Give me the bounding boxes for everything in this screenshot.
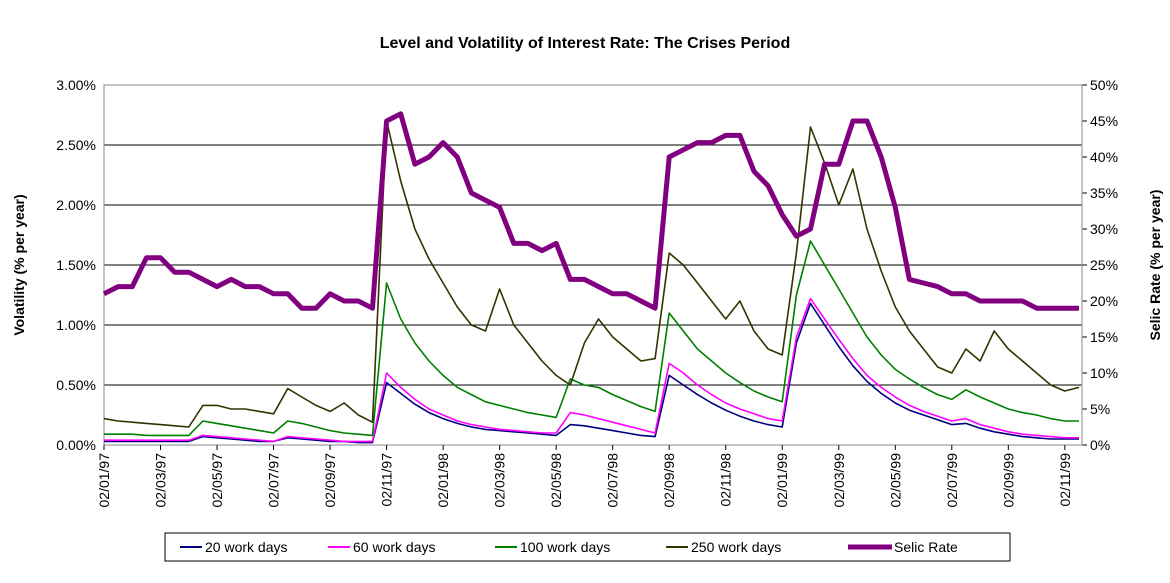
chart-title: Level and Volatility of Interest Rate: T…	[380, 35, 790, 52]
y-tick-label: 0.00%	[56, 437, 96, 453]
y2-tick-label: 25%	[1090, 257, 1118, 273]
y2-tick-label: 0%	[1090, 437, 1110, 453]
y2-tick-label: 35%	[1090, 185, 1118, 201]
legend-label: 250 work days	[691, 539, 781, 555]
x-tick-label: 02/03/99	[831, 453, 847, 508]
y2-tick-label: 45%	[1090, 113, 1118, 129]
y-tick-label: 1.50%	[56, 257, 96, 273]
y2-tick-label: 5%	[1090, 401, 1110, 417]
y-tick-label: 1.00%	[56, 317, 96, 333]
x-tick-label: 02/03/97	[153, 453, 169, 508]
y-tick-label: 0.50%	[56, 377, 96, 393]
x-tick-label: 02/05/99	[887, 453, 903, 508]
x-tick-label: 02/07/98	[605, 453, 621, 508]
x-tick-label: 02/07/99	[944, 453, 960, 508]
y2-tick-label: 50%	[1090, 77, 1118, 93]
series-line	[104, 302, 1079, 444]
series-line	[104, 240, 1079, 437]
y-tick-label: 2.50%	[56, 137, 96, 153]
y-tick-label: 2.00%	[56, 197, 96, 213]
x-tick-label: 02/11/99	[1057, 453, 1073, 507]
x-tick-label: 02/11/98	[718, 453, 734, 507]
legend-label: Selic Rate	[894, 539, 958, 555]
x-tick-label: 02/09/99	[1000, 453, 1016, 508]
y2-tick-label: 15%	[1090, 329, 1118, 345]
y2-axis-label: Selic Rate (% per year)	[1147, 190, 1163, 341]
y-axis-label: Volatility (% per year)	[11, 194, 27, 335]
legend-label: 20 work days	[205, 539, 287, 555]
x-tick-label: 02/11/97	[379, 453, 395, 507]
legend-label: 100 work days	[520, 539, 610, 555]
plot-frame	[103, 84, 1083, 446]
y2-tick-label: 40%	[1090, 149, 1118, 165]
series-line	[104, 297, 1079, 443]
y2-tick-label: 10%	[1090, 365, 1118, 381]
y2-tick-label: 20%	[1090, 293, 1118, 309]
x-tick-label: 02/01/99	[774, 453, 790, 508]
x-tick-label: 02/03/98	[492, 453, 508, 508]
x-tick-label: 02/01/97	[96, 453, 112, 508]
series-line	[103, 120, 1080, 428]
legend-label: 60 work days	[353, 539, 435, 555]
x-tick-label: 02/07/97	[266, 453, 282, 508]
x-tick-label: 02/05/97	[209, 453, 225, 508]
y-tick-label: 3.00%	[56, 77, 96, 93]
y2-tick-label: 30%	[1090, 221, 1118, 237]
series-line	[102, 111, 1079, 311]
x-tick-label: 02/09/98	[661, 453, 677, 508]
x-tick-label: 02/09/97	[322, 453, 338, 508]
x-tick-label: 02/05/98	[548, 453, 564, 508]
x-tick-label: 02/01/98	[435, 453, 451, 508]
